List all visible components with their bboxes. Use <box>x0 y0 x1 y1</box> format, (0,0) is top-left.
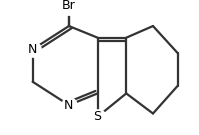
Text: N: N <box>64 99 74 112</box>
Text: Br: Br <box>62 0 76 12</box>
Text: S: S <box>94 110 102 123</box>
Text: N: N <box>28 43 37 56</box>
